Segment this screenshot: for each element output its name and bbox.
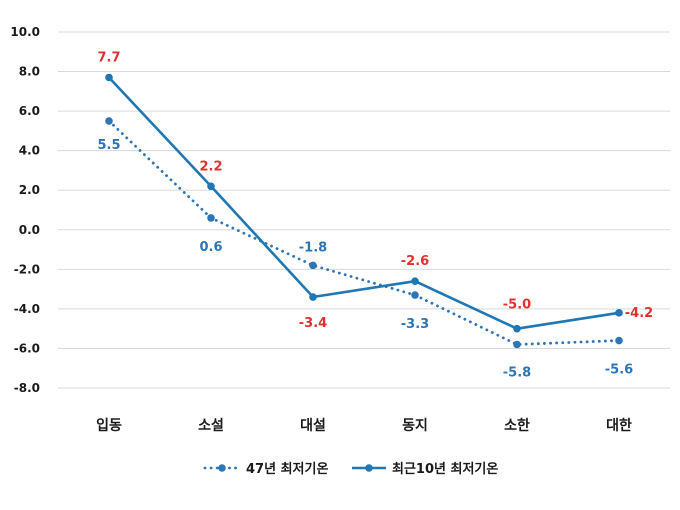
legend-label: 최근10년 최저기온 bbox=[392, 462, 498, 477]
y-tick-label: -2.0 bbox=[14, 262, 40, 276]
data-point bbox=[207, 182, 215, 191]
data-point bbox=[105, 117, 113, 125]
data-point bbox=[513, 340, 521, 349]
x-tick-label: 동지 bbox=[402, 418, 428, 434]
data-point bbox=[309, 293, 317, 301]
legend-marker bbox=[365, 464, 373, 472]
x-tick-label: 대설 bbox=[300, 418, 326, 434]
data-label: 2.2 bbox=[199, 159, 222, 174]
data-label: -3.3 bbox=[401, 317, 429, 332]
data-label: 5.5 bbox=[97, 138, 120, 153]
y-tick-label: 8.0 bbox=[19, 65, 40, 79]
x-tick-label: 소설 bbox=[198, 418, 224, 434]
data-label: 7.7 bbox=[97, 50, 120, 65]
data-label: -5.6 bbox=[605, 363, 633, 378]
y-tick-label: 2.0 bbox=[19, 183, 40, 197]
x-tick-label: 대한 bbox=[606, 418, 632, 434]
data-label: -4.2 bbox=[625, 306, 653, 321]
legend-label: 47년 최저기온 bbox=[246, 462, 328, 477]
data-point bbox=[309, 261, 317, 270]
data-label: -2.6 bbox=[401, 254, 429, 269]
y-tick-label: 10.0 bbox=[10, 25, 40, 39]
y-tick-label: -4.0 bbox=[14, 302, 40, 316]
x-tick-label: 입동 bbox=[96, 418, 122, 434]
data-point bbox=[411, 291, 419, 299]
series-line-recent10yr bbox=[107, 76, 621, 330]
data-label: -5.0 bbox=[503, 298, 531, 313]
y-tick-label: -6.0 bbox=[14, 341, 40, 355]
data-label: -3.4 bbox=[299, 316, 327, 331]
data-label: -1.8 bbox=[299, 240, 327, 255]
data-point bbox=[615, 309, 623, 317]
data-label: 0.6 bbox=[199, 240, 222, 255]
y-tick-label: -8.0 bbox=[14, 381, 40, 395]
data-label: -5.8 bbox=[503, 365, 531, 380]
y-tick-label: 6.0 bbox=[19, 104, 40, 118]
data-point bbox=[615, 336, 623, 345]
y-tick-label: 0.0 bbox=[19, 223, 40, 237]
legend-marker bbox=[218, 464, 226, 472]
data-point bbox=[513, 324, 521, 333]
x-tick-label: 소한 bbox=[504, 418, 530, 434]
data-point bbox=[411, 277, 419, 286]
legend: 47년 최저기온 최근10년 최저기온 bbox=[203, 462, 498, 477]
data-point bbox=[105, 73, 113, 82]
y-tick-label: 4.0 bbox=[19, 144, 40, 158]
data-point bbox=[207, 214, 215, 222]
series-line-47yr bbox=[107, 119, 621, 346]
